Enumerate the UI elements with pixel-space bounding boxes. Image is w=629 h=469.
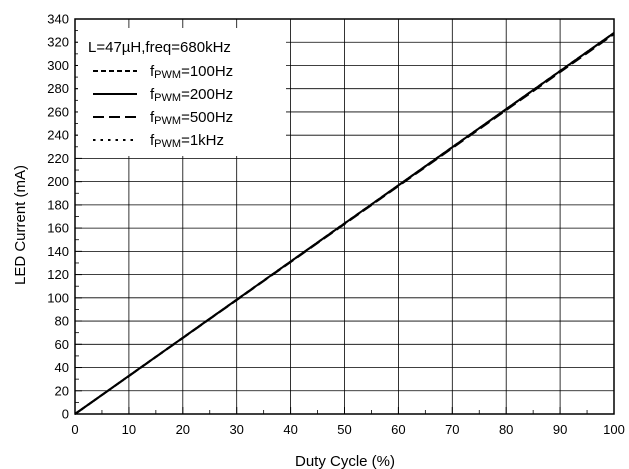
- x-tick-label: 0: [71, 422, 78, 437]
- y-tick-label: 100: [47, 290, 69, 305]
- x-tick-label: 50: [337, 422, 351, 437]
- y-tick-label: 240: [47, 128, 69, 143]
- x-axis-title: Duty Cycle (%): [295, 453, 395, 469]
- legend-label: fPWM=1kHz: [150, 132, 224, 150]
- y-tick-labels: 0 20 40 60 80 100 120 140 160 180 200 220 240 260 280 3…: [47, 12, 69, 422]
- grid-lines: [75, 19, 614, 414]
- x-tick-label: 90: [553, 422, 567, 437]
- legend: L=47µH,freq=680kHz fPWM=100HzfPWM=200Hzf…: [78, 28, 286, 156]
- x-tick-label: 80: [499, 422, 513, 437]
- y-tick-label: 280: [47, 81, 69, 96]
- series-line: [74, 32, 615, 415]
- legend-title: L=47µH,freq=680kHz: [88, 39, 231, 56]
- legend-label: fPWM=500Hz: [150, 109, 233, 127]
- legend-label: fPWM=100Hz: [150, 63, 233, 81]
- x-tick-labels: 0 10 20 30 40 50 60 70 80 90 100: [71, 422, 624, 437]
- y-tick-label: 80: [55, 314, 69, 329]
- y-tick-label: 340: [47, 12, 69, 27]
- y-tick-label: 40: [55, 360, 69, 375]
- y-tick-label: 0: [62, 407, 69, 422]
- y-tick-label: 160: [47, 221, 69, 236]
- y-tick-label: 140: [47, 244, 69, 259]
- x-tick-label: 30: [229, 422, 243, 437]
- y-axis-title: LED Current (mA): [12, 165, 29, 285]
- y-tick-label: 20: [55, 383, 69, 398]
- y-tick-label: 60: [55, 337, 69, 352]
- x-tick-label: 20: [176, 422, 190, 437]
- y-tick-label: 300: [47, 58, 69, 73]
- x-tick-label: 10: [122, 422, 136, 437]
- y-tick-label: 220: [47, 151, 69, 166]
- x-tick-label: 70: [445, 422, 459, 437]
- y-tick-label: 200: [47, 174, 69, 189]
- x-tick-label: 100: [603, 422, 625, 437]
- y-tick-label: 260: [47, 104, 69, 119]
- legend-background: [78, 28, 286, 156]
- y-tick-label: 180: [47, 197, 69, 212]
- y-tick-label: 320: [47, 35, 69, 50]
- legend-label: fPWM=200Hz: [150, 86, 233, 104]
- series-lines: [74, 32, 615, 415]
- y-tick-label: 120: [47, 267, 69, 282]
- x-tick-label: 60: [391, 422, 405, 437]
- legend-entries: fPWM=100Hz fPWM=200Hz fPWM=500Hz fPWM=1kHz: [93, 63, 233, 150]
- x-tick-label: 40: [283, 422, 297, 437]
